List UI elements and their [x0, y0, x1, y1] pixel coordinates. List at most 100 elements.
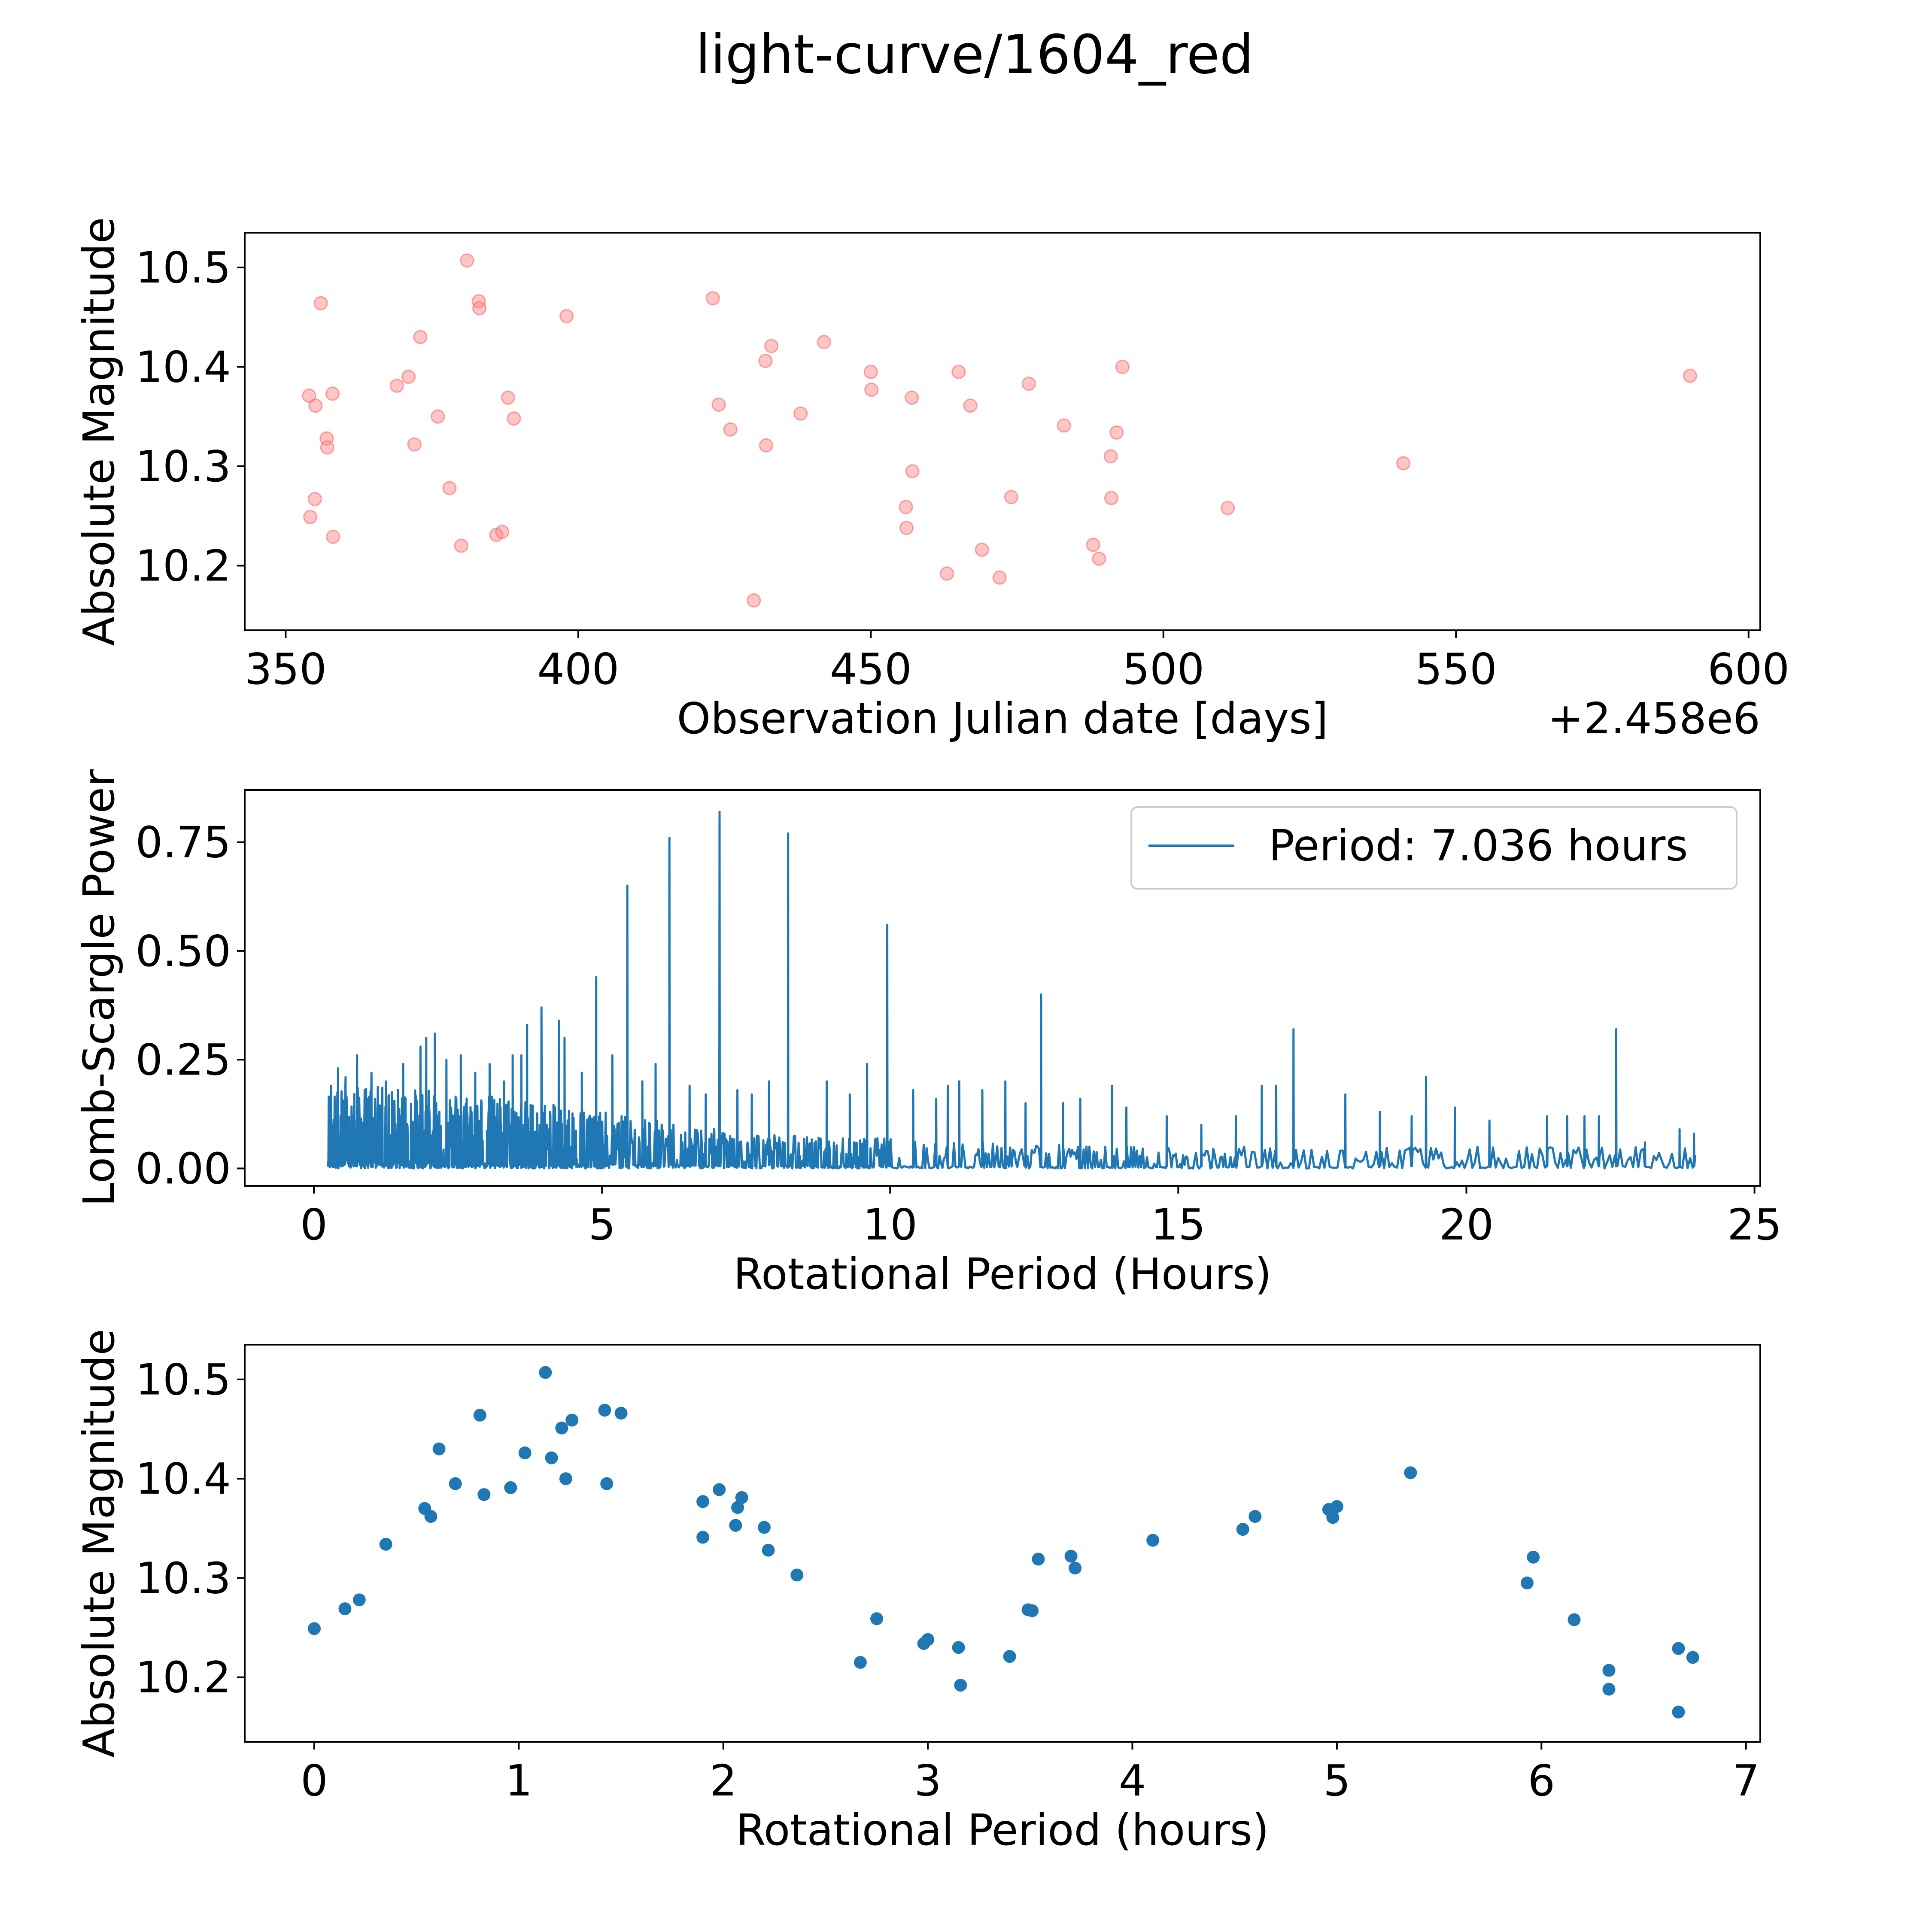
data-point	[921, 1633, 935, 1646]
figure-title: light-curve/1604_red	[696, 24, 1254, 86]
light-curve-points	[302, 253, 1697, 608]
data-point	[504, 1481, 517, 1494]
data-point	[1396, 456, 1411, 471]
data-point	[1567, 1613, 1581, 1626]
legend-box	[1130, 806, 1738, 890]
x-tick-label: 3	[914, 1756, 942, 1806]
data-point	[696, 1531, 710, 1544]
data-point	[1103, 449, 1118, 464]
data-point	[413, 330, 428, 344]
data-point	[1221, 501, 1235, 515]
folded-curve-panel: 0 1 2 3 4 5 6 7 10.2 10.3 10.4 10.5 Rotational Peri…	[74, 1329, 1761, 1855]
data-point	[308, 492, 322, 506]
x-tick-label: 0	[301, 1756, 328, 1806]
data-point	[1326, 1511, 1340, 1524]
light-curve-axes-frame	[244, 232, 1761, 631]
x-tick-label: 6	[1528, 1756, 1555, 1806]
data-point	[1032, 1552, 1045, 1566]
data-point	[308, 398, 323, 413]
data-point	[758, 354, 773, 368]
data-point	[401, 370, 416, 384]
data-point	[899, 500, 913, 514]
data-point	[793, 406, 808, 421]
data-point	[723, 422, 738, 437]
light-curve-offset-label: +2.458e6	[1548, 693, 1760, 744]
data-point	[600, 1477, 614, 1490]
y-tick-label: 0.00	[135, 1143, 231, 1194]
data-point	[407, 437, 422, 452]
data-point	[545, 1451, 558, 1464]
data-point	[598, 1403, 611, 1417]
legend-label: Period: 7.036 hours	[1269, 820, 1688, 871]
data-point	[1672, 1705, 1685, 1719]
data-point	[477, 1488, 491, 1501]
data-point	[1004, 490, 1018, 504]
y-tick-label: 10.3	[135, 1553, 231, 1603]
data-point	[1527, 1550, 1540, 1564]
data-point	[992, 570, 1007, 585]
data-point	[1602, 1683, 1616, 1696]
data-point	[705, 291, 720, 306]
data-point	[790, 1568, 804, 1582]
x-tick-label: 550	[1415, 644, 1497, 694]
y-tick-label: 0.25	[135, 1035, 231, 1085]
x-tick-label: 400	[537, 644, 619, 694]
data-point	[899, 521, 914, 535]
folded-curve-ticks: 0 1 2 3 4 5 6 7 10.2 10.3 10.4 10.5	[135, 1355, 1759, 1806]
data-point	[905, 464, 920, 479]
data-point	[1146, 1534, 1160, 1547]
data-point	[473, 1409, 486, 1422]
data-point	[1104, 491, 1119, 505]
data-point	[326, 529, 340, 544]
data-point	[817, 335, 831, 349]
data-point	[1021, 377, 1036, 391]
data-point	[952, 1641, 965, 1654]
data-point	[1249, 1510, 1262, 1523]
light-curve-xlabel: Observation Julian date [days]	[677, 693, 1328, 744]
data-point	[303, 510, 318, 524]
data-point	[1064, 1549, 1078, 1563]
x-tick-label: 7	[1732, 1756, 1760, 1806]
data-point	[307, 1622, 321, 1635]
folded-curve-xlabel: Rotational Period (hours)	[736, 1805, 1269, 1855]
data-point	[495, 525, 510, 539]
y-tick-label: 0.75	[135, 817, 231, 868]
periodogram-xlabel: Rotational Period (Hours)	[733, 1249, 1272, 1299]
data-point	[711, 397, 726, 412]
data-point	[1520, 1577, 1534, 1589]
data-point	[507, 411, 521, 426]
data-point	[559, 1472, 572, 1485]
data-point	[963, 398, 978, 413]
light-curve-panel: 350 400 450 500 550 600 10.2 10.3 10.4 10.5 Obser…	[74, 217, 1789, 744]
data-point	[424, 1510, 437, 1523]
data-point	[325, 386, 340, 401]
data-point	[614, 1406, 628, 1420]
data-point	[1069, 1561, 1082, 1575]
data-point	[951, 365, 966, 379]
data-point	[1115, 360, 1130, 374]
data-point	[442, 481, 457, 495]
x-tick-label: 5	[588, 1200, 616, 1250]
x-tick-label: 4	[1119, 1756, 1146, 1806]
folded-curve-ylabel: Absolute Magnitude	[74, 1329, 124, 1758]
periodogram-panel: 0 5 10 15 20 25 0.00 0.25 0.50 0.75 Rotational Pe…	[74, 769, 1782, 1299]
data-point	[870, 1612, 884, 1625]
data-point	[1686, 1651, 1699, 1664]
data-point	[320, 440, 334, 455]
data-point	[302, 389, 316, 403]
light-curve-ylabel: Absolute Magnitude	[74, 217, 124, 646]
data-point	[975, 542, 989, 557]
periodogram-ticks: 0 5 10 15 20 25 0.00 0.25 0.50 0.75	[135, 817, 1782, 1250]
data-point	[905, 390, 919, 405]
data-point	[1330, 1500, 1343, 1513]
data-point	[762, 1543, 775, 1557]
data-point	[1683, 368, 1697, 383]
x-tick-label: 450	[830, 644, 912, 694]
data-point	[758, 1521, 771, 1534]
data-point	[460, 253, 474, 268]
y-tick-label: 10.2	[135, 1653, 231, 1703]
data-point	[1236, 1523, 1249, 1536]
y-tick-label: 10.3	[135, 441, 231, 492]
data-point	[431, 409, 445, 424]
